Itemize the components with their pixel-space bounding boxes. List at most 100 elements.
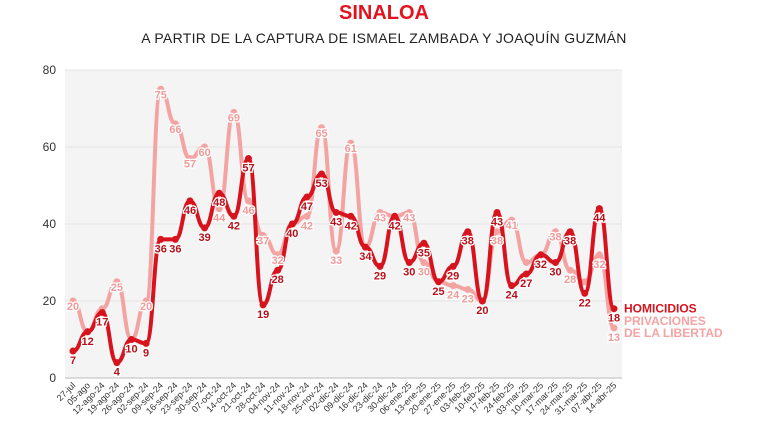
data-point: [347, 139, 355, 147]
data-label: 34: [359, 251, 372, 263]
data-point: [288, 220, 296, 228]
data-label: 38: [462, 236, 474, 248]
data-point: [464, 228, 472, 236]
data-point: [201, 143, 209, 151]
data-label: 43: [330, 216, 342, 228]
data-point: [376, 208, 384, 216]
y-tick-label: 40: [43, 217, 57, 231]
data-point: [508, 282, 516, 290]
data-point: [142, 339, 150, 347]
data-label: 48: [213, 197, 225, 209]
y-tick-label: 60: [43, 140, 57, 154]
data-label: 60: [198, 147, 210, 159]
data-point: [537, 251, 545, 259]
data-label: 61: [345, 143, 357, 155]
data-label: 30: [418, 267, 430, 279]
data-point: [610, 305, 618, 313]
data-label: 38: [491, 236, 503, 248]
data-point: [595, 205, 603, 213]
data-label: 36: [155, 243, 167, 255]
data-point: [478, 297, 486, 305]
data-point: [595, 251, 603, 259]
data-label: 47: [301, 201, 313, 213]
data-label: 44: [593, 213, 606, 225]
data-label: 33: [330, 255, 342, 267]
data-label: 38: [549, 232, 561, 244]
y-tick-label: 20: [43, 294, 57, 308]
data-label: 29: [374, 270, 386, 282]
data-label: 10: [125, 344, 137, 356]
data-point: [186, 155, 194, 163]
data-point: [522, 270, 530, 278]
data-point: [405, 259, 413, 266]
data-point: [274, 266, 282, 274]
data-label: 35: [418, 247, 430, 259]
data-point: [84, 328, 92, 336]
data-point: [449, 282, 457, 290]
data-label: 18: [608, 313, 620, 325]
data-label: 27: [520, 278, 532, 290]
data-point: [361, 243, 369, 251]
data-point: [98, 309, 106, 317]
data-label: 28: [564, 274, 576, 286]
legend-privaciones-line2: DE LA LIBERTAD: [624, 326, 723, 340]
data-label: 75: [155, 89, 167, 101]
data-point: [522, 259, 530, 266]
data-label: 40: [286, 228, 298, 240]
data-point: [420, 239, 428, 247]
legend-privaciones-line1: PRIVACIONES: [624, 314, 706, 328]
data-label: 42: [301, 220, 313, 232]
data-point: [464, 285, 472, 293]
data-point: [318, 170, 326, 178]
data-label: 30: [549, 267, 561, 279]
data-label: 37: [257, 236, 269, 248]
data-point: [69, 347, 77, 355]
data-point: [493, 208, 501, 216]
chart-subtitle: A PARTIR DE LA CAPTURA DE ISMAEL ZAMBADA…: [141, 30, 627, 46]
data-point: [259, 301, 267, 309]
data-point: [449, 262, 457, 270]
data-label: 38: [564, 236, 576, 248]
data-label: 39: [198, 232, 210, 244]
data-point: [171, 120, 179, 128]
data-point: [127, 336, 135, 343]
data-label: 7: [70, 355, 76, 367]
data-label: 24: [447, 290, 460, 302]
data-label: 22: [579, 297, 591, 309]
data-point: [405, 208, 413, 216]
data-point: [186, 197, 194, 205]
data-label: 19: [257, 309, 269, 321]
data-point: [566, 266, 574, 274]
data-point: [259, 232, 267, 240]
data-point: [420, 259, 428, 266]
data-label: 44: [213, 213, 226, 225]
data-label: 13: [608, 332, 620, 344]
data-label: 32: [272, 255, 284, 267]
data-label: 57: [242, 163, 254, 175]
data-point: [113, 359, 121, 367]
data-label: 42: [389, 220, 401, 232]
data-label: 17: [96, 317, 108, 329]
data-label: 46: [184, 205, 196, 217]
data-label: 41: [506, 220, 518, 232]
data-label: 57: [184, 159, 196, 171]
data-point: [332, 208, 340, 216]
data-point: [581, 278, 589, 286]
data-point: [347, 212, 355, 220]
y-tick-label: 80: [43, 63, 57, 77]
data-label: 25: [432, 286, 444, 298]
data-label: 29: [447, 270, 459, 282]
data-point: [157, 85, 165, 93]
data-label: 43: [374, 212, 386, 224]
data-label: 24: [506, 290, 519, 302]
data-point: [230, 108, 238, 116]
data-label: 42: [228, 220, 240, 232]
data-label: 28: [272, 274, 284, 286]
data-label: 25: [111, 282, 123, 294]
data-point: [113, 278, 121, 286]
data-label: 12: [81, 336, 93, 348]
data-point: [244, 197, 252, 205]
data-point: [552, 228, 560, 236]
data-point: [303, 212, 311, 220]
